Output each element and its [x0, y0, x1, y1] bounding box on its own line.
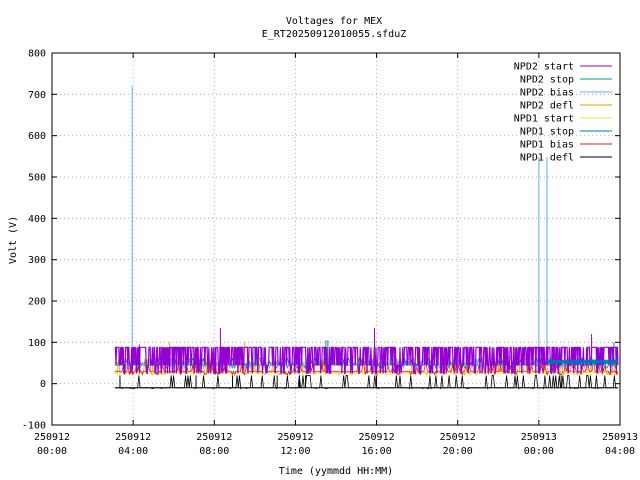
series-npd2-start	[114, 327, 619, 374]
x-tick-label-date: 250913	[521, 432, 557, 443]
x-tick-label-date: 250912	[196, 432, 232, 443]
y-tick-label: 200	[28, 297, 46, 308]
x-tick-label-time: 04:00	[605, 446, 635, 457]
x-tick-label-time: 00:00	[524, 446, 554, 457]
y-tick-label: 500	[28, 173, 46, 184]
legend-label: NPD2 bias	[520, 88, 574, 99]
plot-frame	[51, 52, 621, 426]
x-tick-label-time: 20:00	[443, 446, 473, 457]
x-tick-label-date: 250912	[440, 432, 476, 443]
x-tick-label-date: 250912	[277, 432, 313, 443]
x-tick-label-time: 16:00	[362, 446, 392, 457]
x-tick-label-time: 00:00	[37, 446, 67, 457]
y-tick-label: -100	[22, 421, 46, 432]
legend: NPD2 start NPD2 stop NPD2 bias NPD2 defl NPD…	[514, 62, 612, 164]
legend-label: NPD1 bias	[520, 140, 574, 151]
legend-label: NPD1 stop	[520, 127, 574, 138]
x-tick-label-time: 08:00	[199, 446, 229, 457]
y-tick-label: 400	[28, 214, 46, 225]
y-axis-label: Volt (V)	[8, 216, 19, 264]
axes: -100 0 100 200 300 400 500 600 700 800 250912 00:00…	[22, 49, 638, 458]
x-axis-label: Time (yymmdd HH:MM)	[279, 466, 393, 477]
legend-label: NPD2 stop	[520, 75, 574, 86]
y-tick-label: 300	[28, 255, 46, 266]
y-tick-label: 800	[28, 49, 46, 60]
x-tick-label-date: 250912	[359, 432, 395, 443]
series-npd1-stop-plateau	[546, 359, 618, 364]
x-tick-label-date: 250912	[34, 432, 70, 443]
legend-label: NPD2 start	[514, 62, 574, 73]
y-tick-label: 700	[28, 90, 46, 101]
x-tick-label-time: 12:00	[280, 446, 310, 457]
x-tick-label-date: 250912	[115, 432, 151, 443]
y-tick-label: 100	[28, 338, 46, 349]
legend-label: NPD1 defl	[520, 153, 574, 164]
legend-label: NPD2 defl	[520, 101, 574, 112]
series-line	[114, 375, 618, 390]
plateau-band	[546, 359, 618, 364]
data-series-layer	[114, 86, 619, 390]
x-tick-label-time: 04:00	[118, 446, 148, 457]
series-line	[114, 346, 619, 374]
chart-title: Voltages for MEX	[286, 16, 382, 27]
chart-subtitle: E_RT20250912010055.sfduZ	[262, 29, 407, 40]
legend-label: NPD1 start	[514, 114, 574, 125]
series-npd1-defl	[114, 375, 618, 390]
y-tick-label: 0	[40, 379, 46, 390]
grid-lines	[52, 53, 620, 425]
y-tick-label: 600	[28, 131, 46, 142]
x-tick-label-date: 250913	[602, 432, 638, 443]
